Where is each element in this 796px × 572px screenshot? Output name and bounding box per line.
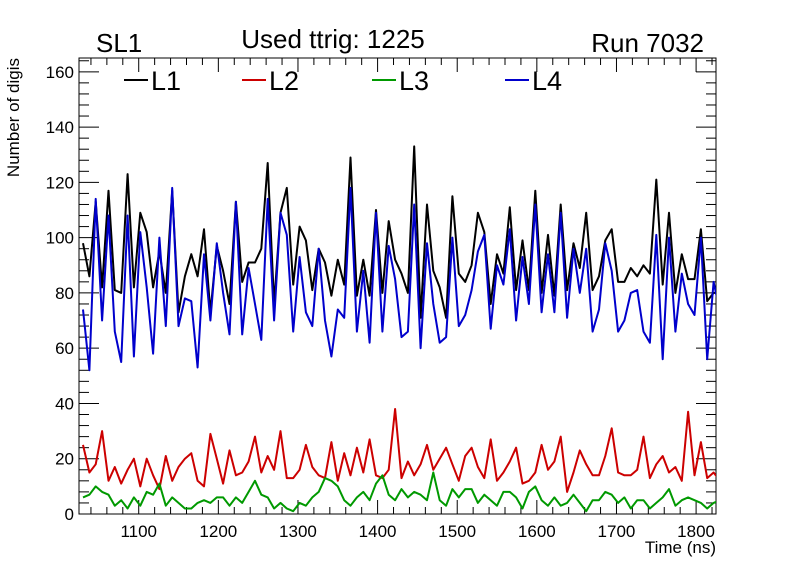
plot-border: [78, 57, 717, 515]
x-tick-label: 1400: [359, 522, 397, 541]
series-line-l1: [82, 145, 716, 319]
x-tick-label: 1500: [438, 522, 476, 541]
chart-title: Used ttrig: 1225: [241, 24, 425, 54]
legend-label-l1: L1: [151, 66, 181, 96]
series-layer: [82, 145, 716, 513]
x-axis-label: Time (ns): [645, 538, 716, 557]
y-tick-label: 120: [46, 173, 74, 192]
x-tick-label: 1100: [120, 522, 157, 541]
y-tick-label: 0: [65, 505, 74, 524]
y-tick-label: 80: [55, 284, 74, 303]
x-tick-label: 1300: [279, 522, 317, 541]
x-tick-label: 1700: [598, 522, 636, 541]
y-tick-label: 160: [46, 63, 74, 82]
x-tick-label: 1800: [677, 522, 715, 541]
y-tick-label: 60: [55, 339, 74, 358]
y-tick-label: 40: [55, 394, 74, 413]
x-tick-label: 1200: [199, 522, 237, 541]
title-left: SL1: [96, 28, 142, 58]
legend-label-l4: L4: [532, 66, 562, 96]
y-tick-label: 20: [55, 450, 74, 469]
series-line-l4: [82, 186, 716, 372]
legend-label-l2: L2: [269, 66, 299, 96]
x-tick-label: 1600: [518, 522, 556, 541]
legend-label-l3: L3: [399, 66, 429, 96]
series-line-l3: [82, 471, 716, 513]
y-tick-label: 100: [46, 229, 74, 248]
series-line-l2: [82, 408, 716, 493]
legend: L1 L2 L3 L4: [124, 66, 562, 96]
title-right: Run 7032: [591, 28, 704, 58]
y-tick-label: 140: [46, 118, 74, 137]
y-axis-label: Number of digis: [4, 58, 23, 177]
